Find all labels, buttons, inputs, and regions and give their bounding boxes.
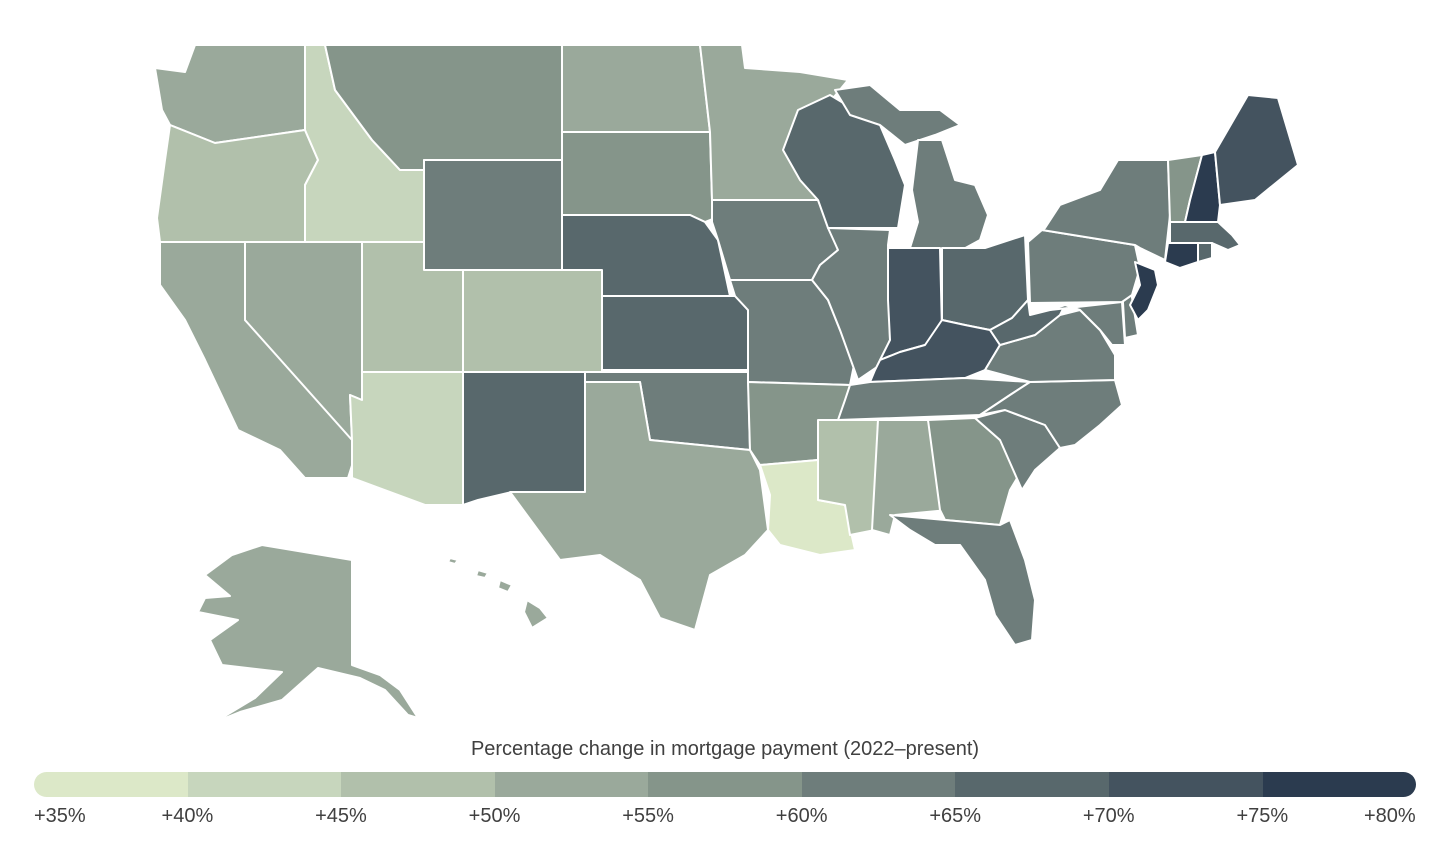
state-texas[interactable]: Texas [509, 381, 769, 631]
legend-tick-label: +55% [622, 805, 674, 827]
legend-color-scale [34, 772, 1416, 797]
legend-segment [1262, 772, 1416, 797]
legend-tick-label: +45% [315, 805, 367, 827]
state-illinois[interactable]: Illinois [811, 227, 891, 381]
legend-tick-label: +50% [468, 805, 521, 827]
legend-tick-label: +35% [34, 805, 86, 827]
legend-title: Percentage change in mortgage payment (2… [470, 738, 980, 760]
state-colorado[interactable]: Colorado [462, 269, 603, 373]
state-michigan[interactable]: Michigan [909, 139, 989, 253]
legend-segment [801, 772, 956, 797]
us-choropleth-map: Washington Oregon California Nevada Idah… [154, 44, 1299, 723]
state-michigan-upper[interactable]: Michigan [834, 84, 961, 146]
legend-tick-label: +40% [161, 805, 214, 827]
legend-segment [1108, 772, 1263, 797]
state-south-dakota[interactable]: South Dakota [561, 131, 716, 223]
state-kansas[interactable]: Kansas [601, 295, 749, 371]
legend-segment [187, 772, 342, 797]
state-maine[interactable]: Maine [1214, 94, 1299, 206]
state-north-dakota[interactable]: North Dakota [561, 44, 711, 133]
legend-segment [494, 772, 649, 797]
state-rhode-island[interactable]: Rhode Island [1197, 242, 1213, 263]
legend-segment [341, 772, 495, 797]
state-new-mexico[interactable]: New Mexico [462, 371, 586, 506]
legend-tick-label: +70% [1082, 805, 1135, 827]
state-arizona[interactable]: Arizona [349, 371, 464, 506]
state-oregon[interactable]: Oregon [156, 124, 319, 243]
state-alaska[interactable]: Alaska [197, 544, 419, 723]
legend-tick-label: +80% [1364, 805, 1416, 827]
state-connecticut[interactable]: Connecticut [1164, 242, 1199, 269]
state-wyoming[interactable]: Wyoming [423, 159, 563, 271]
state-new-jersey[interactable]: New Jersey [1129, 261, 1159, 321]
legend-tick-label: +65% [929, 805, 982, 827]
legend-tick-label: +60% [775, 805, 828, 827]
legend-segment [955, 772, 1109, 797]
state-hawaii[interactable]: Hawaii [447, 557, 549, 629]
state-florida[interactable]: Florida [889, 514, 1036, 646]
legend-tick-labels: +35% +40% +45% +50% +55% +60% +65% +70% +75% +80% [0, 805, 1450, 835]
legend-segment [648, 772, 802, 797]
state-north-carolina[interactable]: North Carolina [979, 379, 1123, 449]
legend-tick-label: +75% [1236, 805, 1289, 827]
legend-segment [34, 772, 188, 797]
